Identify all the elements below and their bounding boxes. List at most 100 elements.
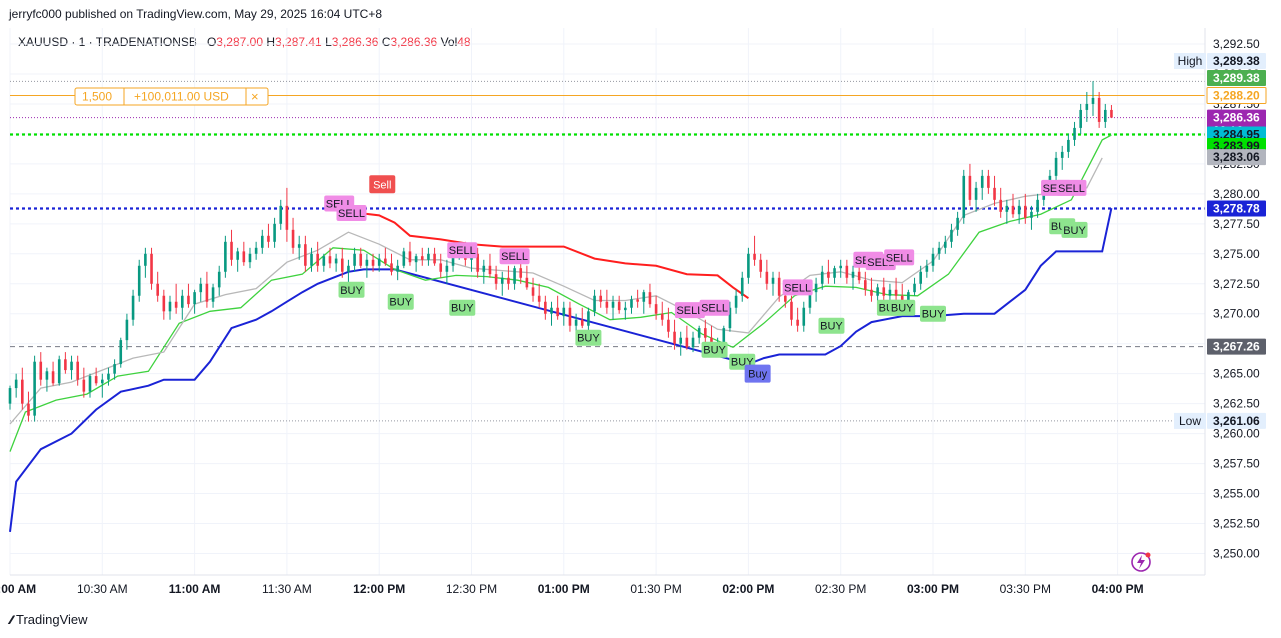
candle-body xyxy=(1103,109,1107,122)
candle-body xyxy=(525,277,529,288)
time-tick-label: 10:30 AM xyxy=(77,582,128,596)
buy-signal-label: BUY xyxy=(820,321,843,333)
candle-body xyxy=(1024,205,1027,218)
time-axis[interactable]: 10:00 AM 10:30 AM 11:00 AM 11:30 AM 12:00 PM… xyxy=(0,582,1144,596)
candle-body xyxy=(907,292,910,302)
candle-body xyxy=(224,241,227,272)
candle-body xyxy=(784,295,787,302)
candle-body xyxy=(537,295,541,302)
open-value: 3,287.00 xyxy=(216,35,263,49)
candle-body xyxy=(544,301,547,314)
axis-price-badge-label: 3,267.26 xyxy=(1213,340,1260,354)
axis-price-badge-label: 3,288.20 xyxy=(1213,89,1260,103)
candle-body xyxy=(445,265,449,272)
candle-body xyxy=(679,337,683,344)
buy-signal-label: BUY xyxy=(340,285,363,297)
candle-body xyxy=(1079,109,1082,128)
candle-body xyxy=(630,299,633,308)
time-tick-label: 12:00 PM xyxy=(353,582,405,596)
buy-signal-badge xyxy=(387,293,414,310)
axis-price-badge-label: 3,261.06 xyxy=(1213,414,1260,428)
candle-body xyxy=(451,256,455,266)
signal-badge-label: Buy xyxy=(748,369,767,381)
candle-body xyxy=(254,247,258,254)
candle-body xyxy=(1067,139,1070,152)
symbol-name[interactable]: XAUUSD · 1 · TRADENATIONSB xyxy=(18,35,197,49)
axis-price-badge-label: 3,283.06 xyxy=(1213,150,1260,164)
candle-body xyxy=(1110,109,1113,118)
candle-body xyxy=(107,373,110,380)
price-tick-label: 3,250.00 xyxy=(1213,547,1260,561)
candle-body xyxy=(728,307,732,329)
time-tick-label: 02:30 PM xyxy=(815,582,866,596)
candle-body xyxy=(1097,97,1101,122)
candle-body xyxy=(193,292,196,305)
candle-body xyxy=(894,289,898,296)
candle-body xyxy=(1011,205,1015,215)
candle-body xyxy=(900,295,904,302)
buy-signal-badge xyxy=(818,317,845,334)
candle-body xyxy=(1060,151,1064,158)
candle-body xyxy=(322,256,326,266)
candle-body xyxy=(76,361,79,380)
close-position-icon[interactable]: × xyxy=(251,89,259,104)
candle-body xyxy=(187,295,190,305)
candle-body xyxy=(199,283,203,293)
price-axis[interactable]: 3,292.503,290.003,287.503,285.003,282.50… xyxy=(10,28,1267,576)
price-tick-label: 3,272.50 xyxy=(1213,277,1260,291)
position-line-widget[interactable]: 1,500 +100,011.00 USD × xyxy=(74,87,269,106)
candle-body xyxy=(334,258,338,264)
candle-body xyxy=(507,277,510,284)
candle-body xyxy=(57,359,61,384)
sell-signal-label: SELL xyxy=(676,305,703,317)
axis-price-badge xyxy=(1207,70,1266,86)
replay-lightning-icon[interactable] xyxy=(1131,552,1151,572)
axis-price-badge xyxy=(1207,200,1266,217)
candle-body xyxy=(420,256,424,260)
sell-signal-label: SELL xyxy=(886,252,913,264)
sell-signal-label: SELL xyxy=(501,251,528,263)
candle-body xyxy=(950,229,953,242)
low-label: L xyxy=(325,35,332,49)
footer-brand-text: TradingView xyxy=(16,612,88,627)
candle-body xyxy=(611,301,615,308)
sell-signal-badge xyxy=(884,249,915,266)
open-label: O xyxy=(206,35,217,49)
candle-body xyxy=(667,319,670,332)
candle-body xyxy=(168,301,172,312)
axis-price-badge xyxy=(1207,338,1266,355)
candle-body xyxy=(574,319,578,326)
candle-body xyxy=(740,277,744,296)
candle-body xyxy=(1005,205,1009,212)
candle-body xyxy=(820,271,824,284)
buy-signal-label: BUY xyxy=(703,345,726,357)
time-tick-label: 01:30 PM xyxy=(630,582,681,596)
candle-body xyxy=(267,235,270,242)
candle-body xyxy=(796,319,799,326)
candle-body xyxy=(833,268,836,278)
axis-price-badge xyxy=(1207,53,1266,69)
signal-badge-label: Sell xyxy=(373,179,391,191)
candle-body xyxy=(851,271,855,278)
volume-label: Vol xyxy=(440,35,458,49)
time-tick-label: 03:30 PM xyxy=(1000,582,1051,596)
axis-price-badge-label: 3,284.95 xyxy=(1213,128,1260,142)
close-value: 3,286.36 xyxy=(390,35,438,49)
candle-body xyxy=(513,268,516,284)
candle-body xyxy=(980,175,984,188)
candle-body xyxy=(587,311,590,326)
candle-body xyxy=(937,247,941,254)
candle-body xyxy=(593,295,596,312)
sell-signal-badge xyxy=(447,242,478,259)
candle-body xyxy=(753,253,756,260)
candle-body xyxy=(857,271,861,281)
candle-body xyxy=(64,359,67,371)
candle-body xyxy=(1030,211,1033,218)
candle-body xyxy=(162,295,166,312)
candle-body xyxy=(248,253,252,263)
candle-body xyxy=(882,287,886,296)
candle-body xyxy=(771,277,775,284)
candle-body xyxy=(654,304,658,314)
price-tick-label: 3,260.00 xyxy=(1213,427,1260,441)
